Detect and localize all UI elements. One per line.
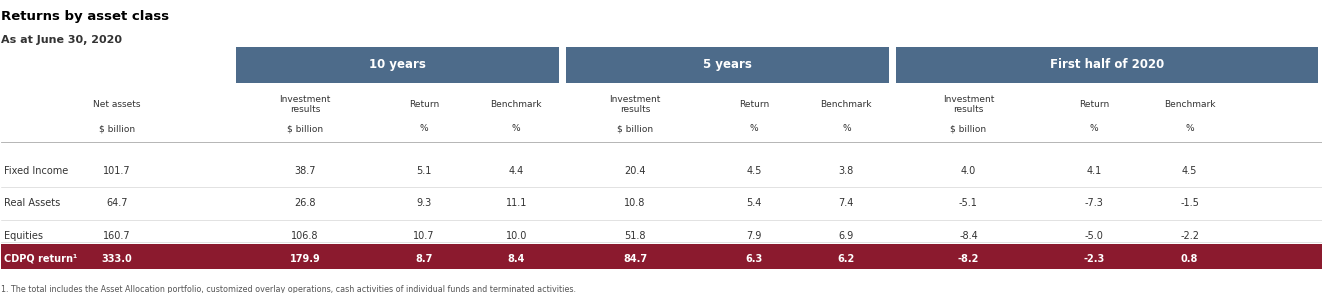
Text: -7.3: -7.3 [1085, 198, 1103, 209]
Text: -2.2: -2.2 [1180, 231, 1199, 241]
Text: 5 years: 5 years [703, 59, 751, 71]
Text: 10.8: 10.8 [624, 198, 646, 209]
Text: -5.1: -5.1 [959, 198, 978, 209]
Text: Benchmark: Benchmark [820, 100, 872, 109]
Text: Return: Return [738, 100, 769, 109]
Text: %: % [1185, 124, 1193, 133]
Text: Fixed Income: Fixed Income [4, 166, 69, 176]
Text: Return: Return [1078, 100, 1109, 109]
Text: Return: Return [409, 100, 439, 109]
Text: -2.3: -2.3 [1084, 254, 1105, 264]
Text: 6.2: 6.2 [837, 254, 855, 264]
Text: 6.9: 6.9 [839, 231, 853, 241]
Text: 84.7: 84.7 [623, 254, 647, 264]
Text: 7.9: 7.9 [746, 231, 762, 241]
Text: First half of 2020: First half of 2020 [1050, 59, 1164, 71]
Text: 5.1: 5.1 [417, 166, 431, 176]
Text: $ billion: $ billion [287, 124, 323, 133]
Text: Investment
results: Investment results [610, 95, 660, 114]
Text: 51.8: 51.8 [624, 231, 646, 241]
Text: 4.5: 4.5 [1181, 166, 1197, 176]
Text: 4.5: 4.5 [746, 166, 762, 176]
Text: 179.9: 179.9 [290, 254, 320, 264]
Text: 4.4: 4.4 [508, 166, 524, 176]
Text: 11.1: 11.1 [505, 198, 527, 209]
Text: Equities: Equities [4, 231, 44, 241]
Text: %: % [512, 124, 520, 133]
Text: -5.0: -5.0 [1085, 231, 1103, 241]
Text: 26.8: 26.8 [294, 198, 316, 209]
Text: Net assets: Net assets [93, 100, 140, 109]
FancyBboxPatch shape [897, 47, 1318, 83]
Text: $ billion: $ billion [950, 124, 987, 133]
Text: 8.7: 8.7 [415, 254, 433, 264]
FancyBboxPatch shape [566, 47, 889, 83]
Text: %: % [1090, 124, 1098, 133]
Text: %: % [419, 124, 429, 133]
Text: -1.5: -1.5 [1180, 198, 1199, 209]
Text: %: % [750, 124, 758, 133]
Text: 7.4: 7.4 [839, 198, 855, 209]
Text: %: % [841, 124, 851, 133]
Text: 20.4: 20.4 [624, 166, 646, 176]
Text: 5.4: 5.4 [746, 198, 762, 209]
Text: CDPQ return¹: CDPQ return¹ [4, 254, 77, 264]
Text: 10.7: 10.7 [413, 231, 435, 241]
Text: 4.0: 4.0 [960, 166, 976, 176]
Text: Investment
results: Investment results [943, 95, 994, 114]
Text: Benchmark: Benchmark [1164, 100, 1216, 109]
Text: 101.7: 101.7 [103, 166, 131, 176]
Text: -8.4: -8.4 [959, 231, 978, 241]
Text: 10.0: 10.0 [505, 231, 527, 241]
Text: 8.4: 8.4 [508, 254, 525, 264]
Text: $ billion: $ billion [99, 124, 135, 133]
Text: 3.8: 3.8 [839, 166, 853, 176]
Text: -8.2: -8.2 [958, 254, 979, 264]
Text: Investment
results: Investment results [279, 95, 331, 114]
Text: Benchmark: Benchmark [491, 100, 542, 109]
Text: 6.3: 6.3 [745, 254, 762, 264]
Text: Real Assets: Real Assets [4, 198, 61, 209]
Text: 38.7: 38.7 [294, 166, 316, 176]
Text: 0.8: 0.8 [1181, 254, 1199, 264]
Text: 333.0: 333.0 [102, 254, 132, 264]
Text: 64.7: 64.7 [106, 198, 127, 209]
Text: 106.8: 106.8 [291, 231, 319, 241]
Text: 10 years: 10 years [369, 59, 426, 71]
FancyBboxPatch shape [237, 47, 558, 83]
Text: 160.7: 160.7 [103, 231, 131, 241]
Text: 4.1: 4.1 [1086, 166, 1102, 176]
Text: 1. The total includes the Asset Allocation portfolio, customized overlay operati: 1. The total includes the Asset Allocati… [1, 285, 577, 293]
FancyBboxPatch shape [1, 244, 1322, 272]
Text: 9.3: 9.3 [417, 198, 431, 209]
Text: As at June 30, 2020: As at June 30, 2020 [1, 35, 123, 45]
Text: Returns by asset class: Returns by asset class [1, 10, 169, 23]
Text: $ billion: $ billion [617, 124, 654, 133]
